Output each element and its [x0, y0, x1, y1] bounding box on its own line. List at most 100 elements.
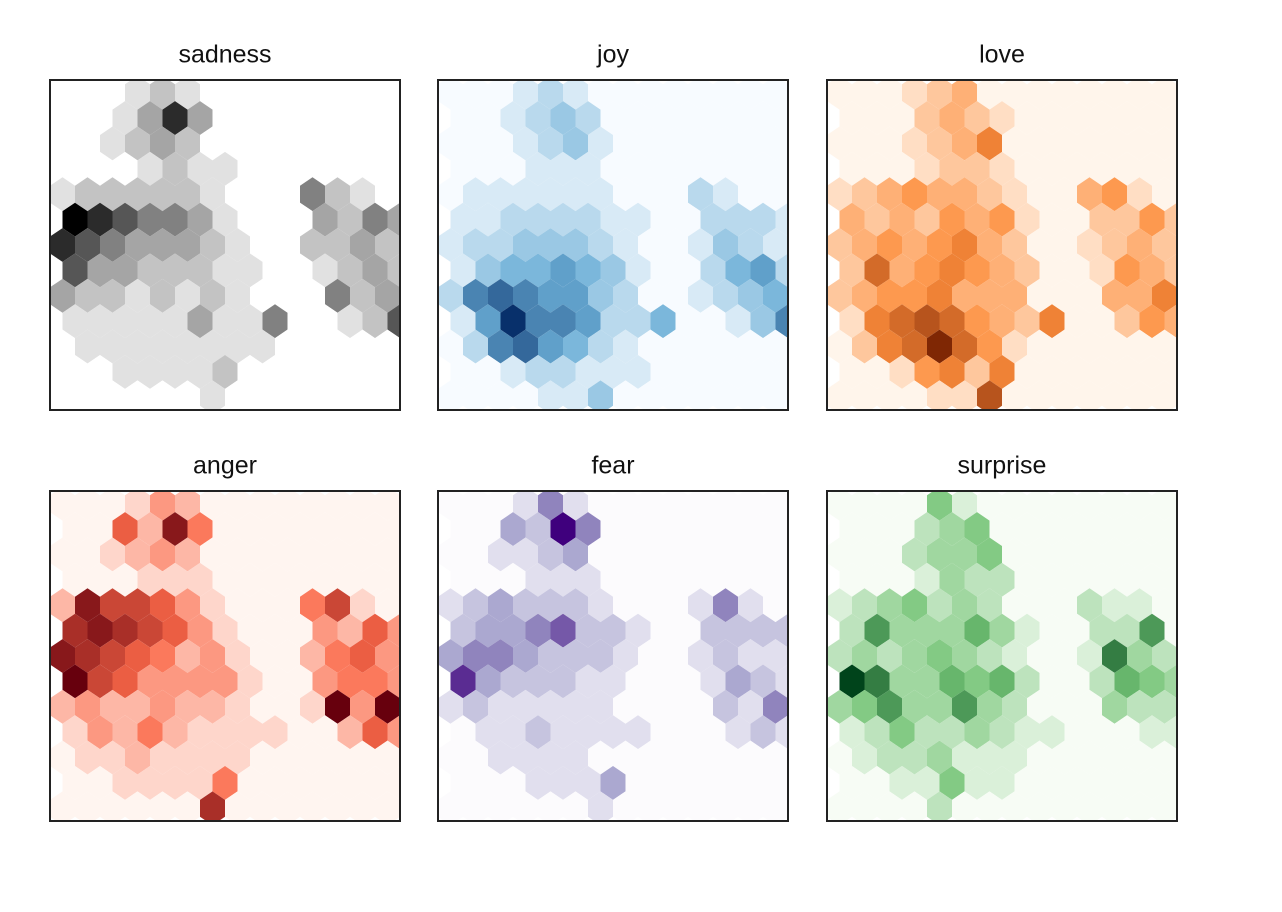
hex-cell: [137, 355, 163, 389]
hex-cell: [250, 537, 275, 572]
hex-cell: [613, 639, 638, 673]
hex-cell: [914, 355, 940, 389]
hex-cell: [112, 562, 138, 597]
hex-cell: [1152, 588, 1177, 623]
hex-cell: [275, 126, 300, 161]
hex-cell: [312, 355, 338, 389]
hex-cell: [450, 766, 476, 800]
hex-cell: [1114, 766, 1140, 800]
hex-cell: [600, 151, 626, 186]
hex-cell: [638, 689, 663, 724]
hex-cell: [663, 126, 688, 161]
hex-cell: [100, 126, 125, 161]
hex-cell: [475, 304, 501, 339]
hex-cell: [775, 562, 788, 597]
hex-cell: [588, 639, 613, 673]
hex-cell: [225, 740, 250, 775]
hex-cell: [1152, 329, 1177, 364]
hex-cell: [212, 355, 238, 389]
hex-cell: [902, 588, 927, 623]
hex-cell: [287, 151, 313, 186]
hex-cell: [312, 101, 338, 135]
hex-cell: [100, 491, 125, 521]
hex-cell: [1127, 228, 1152, 262]
hex-cell: [1002, 791, 1027, 821]
hex-cell: [137, 664, 163, 699]
hex-cell: [1114, 715, 1140, 750]
hex-cell: [362, 253, 388, 288]
hex-cell: [1127, 537, 1152, 572]
hex-cell: [375, 329, 400, 364]
hex-cell: [237, 355, 263, 389]
hex-cell: [663, 491, 688, 521]
hex-cell: [939, 613, 965, 648]
hex-cell: [1139, 202, 1165, 237]
hex-cell: [438, 689, 463, 724]
hex-cell: [262, 101, 288, 135]
hex-cell: [1077, 537, 1102, 572]
hex-cell: [1139, 613, 1165, 648]
hex-cell: [112, 715, 138, 750]
hex-cell: [1164, 355, 1177, 389]
hex-cell: [663, 80, 688, 110]
hex-cell: [125, 740, 150, 775]
hex-cell: [100, 329, 125, 364]
hex-cell: [375, 588, 400, 623]
hex-cell: [927, 329, 952, 364]
hex-cell: [350, 177, 375, 212]
hex-cell: [763, 329, 788, 364]
hex-cell: [625, 664, 651, 699]
hex-cell: [877, 740, 902, 775]
hex-cell: [575, 766, 601, 800]
hex-cell: [463, 491, 488, 521]
hex-cell: [952, 740, 977, 775]
hex-cell: [362, 512, 388, 546]
hex-cell: [1002, 588, 1027, 623]
hex-cell: [1139, 151, 1165, 186]
hex-cell: [839, 664, 865, 699]
hex-cell: [62, 355, 88, 389]
hex-cell: [450, 253, 476, 288]
hex-cell: [375, 639, 400, 673]
hex-cell: [1164, 715, 1177, 750]
hex-cell: [563, 537, 588, 572]
hex-cell: [475, 715, 501, 750]
hex-cell: [125, 491, 150, 521]
hex-cell: [902, 278, 927, 313]
hex-cell: [100, 380, 125, 410]
hex-cell: [650, 512, 676, 546]
hex-cell: [725, 253, 751, 288]
hex-cell: [864, 151, 890, 186]
hex-cell: [650, 202, 676, 237]
hex-cell: [287, 101, 313, 135]
hex-cell: [675, 151, 701, 186]
hex-cell: [125, 177, 150, 212]
hex-cell: [75, 689, 100, 724]
hex-cell: [775, 253, 788, 288]
hex-cell: [62, 715, 88, 750]
hex-cell: [1102, 80, 1127, 110]
hex-cell: [588, 380, 613, 410]
hex-cell: [450, 715, 476, 750]
hex-cell: [137, 562, 163, 597]
hex-cell: [337, 613, 363, 648]
hex-cell: [738, 329, 763, 364]
hex-cell: [450, 562, 476, 597]
hex-cell: [725, 562, 751, 597]
hex-cell: [1102, 588, 1127, 623]
hex-cell: [275, 588, 300, 623]
hex-cell: [262, 766, 288, 800]
hex-cell: [337, 202, 363, 237]
hex-cell: [877, 329, 902, 364]
hex-cell: [200, 491, 225, 521]
hex-cell: [137, 715, 163, 750]
hex-cell: [387, 766, 400, 800]
hex-cell: [387, 613, 400, 648]
hex-cell: [62, 562, 88, 597]
hex-cell: [300, 588, 325, 623]
hex-cell: [1052, 228, 1077, 262]
hex-cell: [713, 639, 738, 673]
hex-cell: [663, 228, 688, 262]
hex-cell: [613, 177, 638, 212]
hex-cell: [738, 228, 763, 262]
